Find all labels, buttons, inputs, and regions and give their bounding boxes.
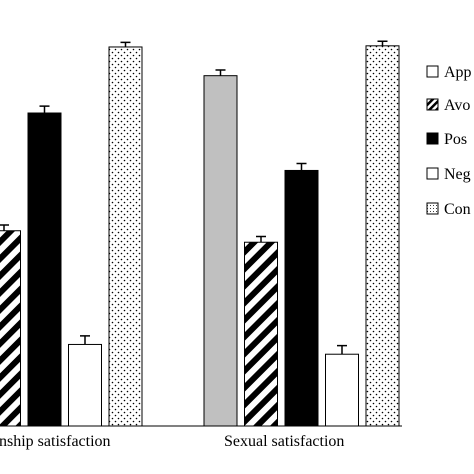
category-label-relationship: nship satisfaction <box>0 433 111 450</box>
error-bar-negative-sexual-satisfaction <box>337 344 347 355</box>
error-bar-approach-sexual-satisfaction <box>215 69 226 76</box>
error-bar-avoidance-relationship-satisfaction <box>0 224 9 231</box>
bar-control-sexual-satisfaction <box>365 45 400 427</box>
legend-label-approach: App <box>444 64 472 81</box>
legend-label-positive: Pos <box>444 131 467 148</box>
bar-approach-sexual-satisfaction <box>203 75 238 427</box>
legend-swatch-approach <box>426 65 439 78</box>
legend-item-avoidance: Avo <box>426 97 470 114</box>
legend-swatch-control <box>426 202 439 215</box>
legend: App Avo Pos Neg Con <box>426 64 472 218</box>
bar-avoidance-sexual-satisfaction <box>244 241 278 427</box>
legend-label-control: Con <box>444 201 471 218</box>
legend-item-positive: Pos <box>426 131 467 148</box>
bars-layer <box>0 40 400 427</box>
legend-label-negative: Neg <box>444 166 471 183</box>
category-label-sexual: Sexual satisfaction <box>224 433 344 450</box>
error-bar-control-sexual-satisfaction <box>377 40 388 46</box>
legend-item-control: Con <box>426 201 471 218</box>
error-bar-positive-sexual-satisfaction <box>296 162 307 171</box>
error-bar-positive-relationship-satisfaction <box>39 105 50 114</box>
error-bar-negative-relationship-satisfaction <box>80 335 90 345</box>
bar-positive-sexual-satisfaction <box>284 169 319 427</box>
bar-avoidance-relationship-satisfaction <box>0 230 21 427</box>
legend-item-negative: Neg <box>426 166 471 183</box>
error-bar-control-relationship-satisfaction <box>120 41 131 47</box>
legend-swatch-positive <box>426 132 439 145</box>
bar-positive-relationship-satisfaction <box>27 112 62 427</box>
bar-negative-relationship-satisfaction <box>68 343 102 427</box>
legend-swatch-avoidance <box>426 98 439 111</box>
category-labels: nship satisfaction Sexual satisfaction <box>0 433 344 450</box>
legend-label-avoidance: Avo <box>444 97 470 114</box>
bar-control-relationship-satisfaction <box>108 46 143 427</box>
legend-item-approach: App <box>426 64 472 81</box>
error-bar-avoidance-sexual-satisfaction <box>256 235 266 243</box>
legend-swatch-negative <box>426 167 439 180</box>
bar-negative-sexual-satisfaction <box>325 353 359 427</box>
